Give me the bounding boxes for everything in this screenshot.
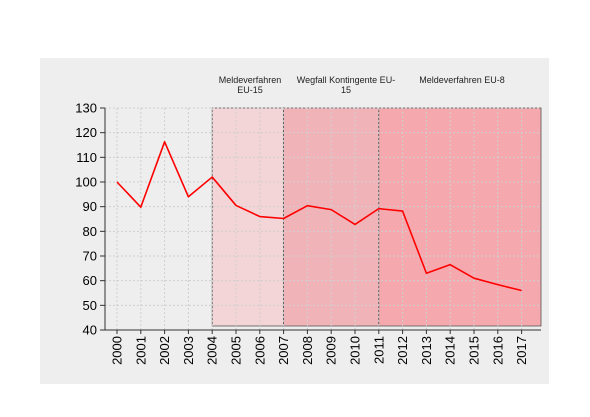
band-label: Meldeverfahren	[219, 75, 282, 85]
shaded-period-band	[378, 107, 542, 327]
x-axis-tick-label: 2011	[371, 336, 386, 364]
x-axis-tick-label: 2009	[324, 336, 339, 365]
y-axis-tick-label: 130	[75, 101, 97, 116]
x-axis-tick-label: 2006	[252, 336, 267, 365]
band-label: Meldeverfahren EU-8	[419, 75, 505, 85]
x-axis-tick-label: 2000	[110, 336, 125, 365]
x-axis-tick-label: 2012	[395, 336, 410, 365]
series-line	[116, 140, 522, 292]
grid-layer	[105, 107, 541, 330]
x-axis-tick-label: 2001	[133, 336, 148, 365]
y-axis-tick-label: 60	[83, 273, 97, 288]
x-axis-tick-label: 2010	[348, 336, 363, 365]
x-axis-tick-label: 2003	[181, 336, 196, 365]
y-axis-tick-label: 110	[76, 150, 97, 165]
x-axis-tick-label: 2005	[229, 336, 244, 365]
band-label: EU-15	[237, 85, 263, 95]
x-axis-tick-label: 2016	[490, 336, 505, 365]
x-axis-tick-label: 2014	[443, 336, 458, 365]
series-layer	[116, 140, 522, 292]
x-axis-tick-label: 2004	[205, 336, 220, 365]
x-axis-tick-label: 2013	[419, 336, 434, 365]
x-axis-tick-label: 2015	[467, 336, 482, 365]
y-axis-tick-label: 40	[83, 323, 97, 338]
y-axis-tick-label: 70	[83, 249, 97, 264]
band-label: 15	[341, 85, 351, 95]
y-axis-tick-label: 120	[75, 125, 97, 140]
y-axis-tick-label: 80	[83, 224, 97, 239]
x-axis-tick-label: 2002	[157, 336, 172, 365]
y-axis-tick-label: 90	[83, 199, 97, 214]
x-axis-tick-label: 2017	[514, 336, 529, 365]
band-label: Wegfall Kontingente EU-	[297, 75, 395, 85]
x-axis-tick-label: 2007	[276, 336, 291, 365]
axes-layer: 40 50 60 70 80 90 100 110 120 130 2000 2001 2002 2003…	[75, 101, 541, 365]
y-axis-tick-label: 100	[75, 175, 97, 190]
x-axis-tick-label: 2008	[300, 336, 315, 365]
y-axis-tick-label: 50	[83, 298, 97, 313]
